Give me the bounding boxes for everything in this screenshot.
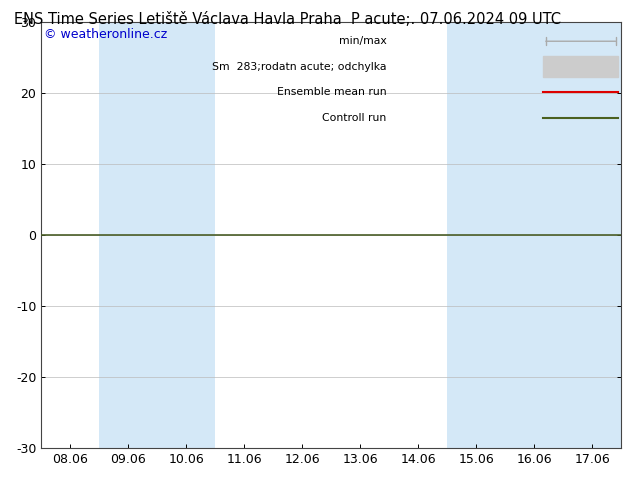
Bar bbox=[563, 22, 621, 448]
Bar bbox=[505, 22, 563, 448]
Bar bbox=[157, 22, 215, 448]
Text: P acute;. 07.06.2024 09 UTC: P acute;. 07.06.2024 09 UTC bbox=[351, 12, 562, 27]
Text: Controll run: Controll run bbox=[322, 113, 386, 123]
Text: Ensemble mean run: Ensemble mean run bbox=[277, 87, 386, 98]
Text: ENS Time Series Letiště Václava Havla Praha: ENS Time Series Letiště Václava Havla Pr… bbox=[14, 12, 341, 27]
Text: © weatheronline.cz: © weatheronline.cz bbox=[44, 28, 167, 42]
Text: min/max: min/max bbox=[339, 36, 386, 46]
Bar bbox=[447, 22, 505, 448]
Bar bbox=[99, 22, 157, 448]
Text: Sm  283;rodatn acute; odchylka: Sm 283;rodatn acute; odchylka bbox=[212, 62, 386, 72]
Bar bbox=[543, 56, 618, 77]
